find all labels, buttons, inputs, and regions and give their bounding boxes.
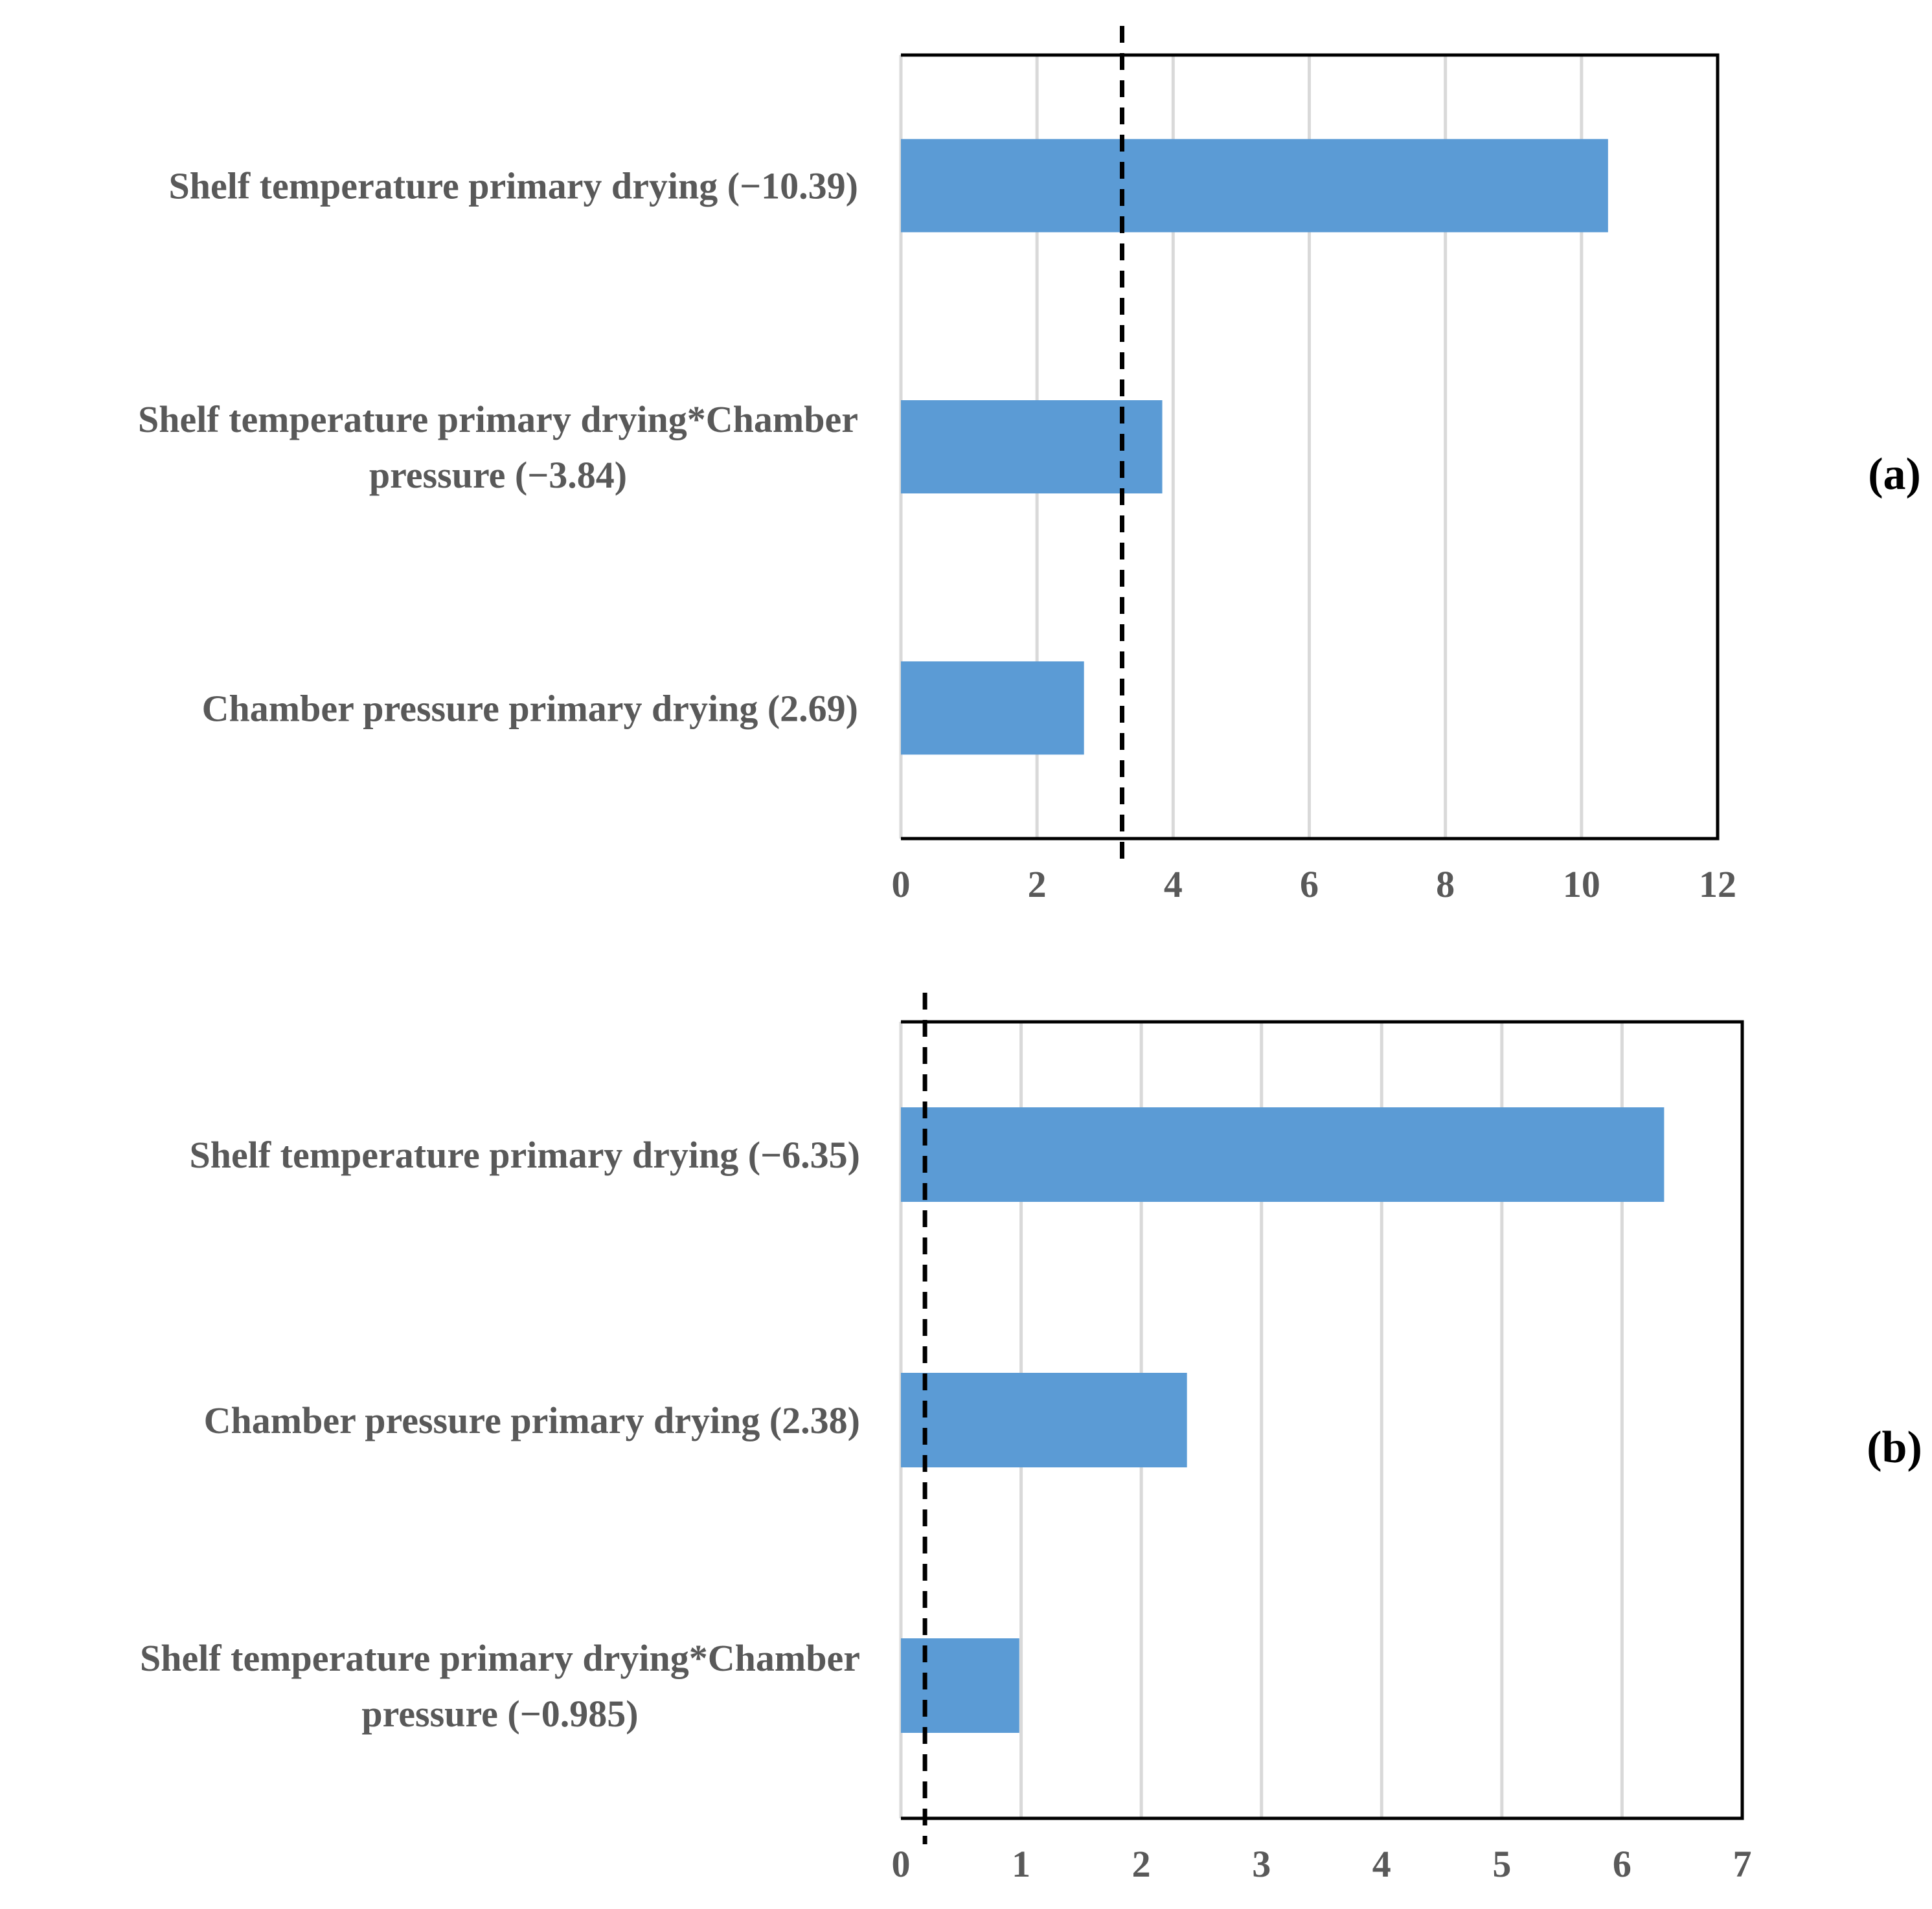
x-tick-label: 1 [1012, 1843, 1030, 1885]
bar-3 [901, 661, 1084, 755]
x-tick-label: 3 [1252, 1843, 1271, 1885]
x-tick-label: 5 [1492, 1843, 1511, 1885]
x-tick-label: 6 [1300, 863, 1319, 905]
panel-b: Shelf temperature primary drying (−6.35)… [140, 993, 1922, 1885]
x-tick-label: 12 [1699, 863, 1736, 905]
category-label-3: Shelf temperature primary drying*Chamber… [140, 1637, 860, 1735]
panel-label: (a) [1868, 449, 1921, 499]
bar-2 [901, 1373, 1187, 1467]
category-label-2: Shelf temperature primary drying*Chamber… [138, 398, 858, 496]
category-label-1: Shelf temperature primary drying (−6.35) [189, 1134, 860, 1176]
plot-border [901, 1020, 1744, 1820]
bar-1 [901, 1107, 1665, 1202]
x-tick-label: 2 [1132, 1843, 1151, 1885]
category-label-line: pressure (−0.985) [361, 1693, 638, 1735]
category-label-3: Chamber pressure primary drying (2.69) [202, 687, 858, 729]
x-tick-label: 0 [892, 863, 911, 905]
x-tick-label: 6 [1613, 1843, 1631, 1885]
category-label-line: pressure (−3.84) [369, 454, 627, 496]
panel-label: (b) [1867, 1423, 1922, 1473]
category-label-1: Shelf temperature primary drying (−10.39… [168, 165, 858, 207]
x-tick-label: 4 [1372, 1843, 1391, 1885]
panel-a: Shelf temperature primary drying (−10.39… [138, 26, 1921, 905]
bar-3 [901, 1638, 1019, 1733]
x-tick-label: 0 [892, 1843, 911, 1885]
x-tick-label: 10 [1563, 863, 1600, 905]
category-label-2: Chamber pressure primary drying (2.38) [204, 1399, 860, 1441]
x-tick-label: 7 [1733, 1843, 1752, 1885]
category-label-line: Shelf temperature primary drying*Chamber [138, 398, 858, 440]
plot-border [901, 53, 1720, 841]
x-tick-label: 2 [1028, 863, 1047, 905]
category-label-line: Shelf temperature primary drying*Chamber [140, 1637, 860, 1679]
bar-2 [901, 400, 1163, 493]
x-tick-label: 8 [1436, 863, 1455, 905]
x-tick-label: 4 [1164, 863, 1183, 905]
bar-1 [901, 139, 1608, 232]
